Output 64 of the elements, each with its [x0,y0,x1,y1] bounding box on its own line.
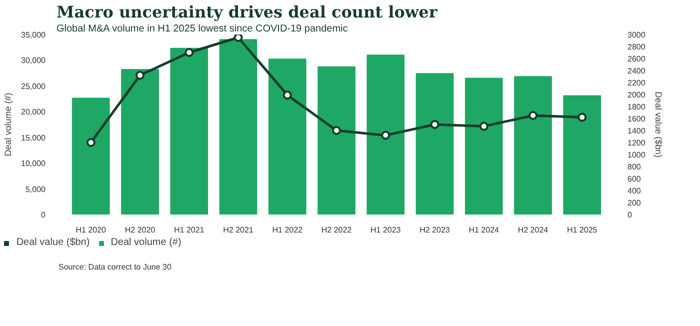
y-tick-label: 20,000 [21,108,46,117]
bar [268,58,306,214]
point [184,48,194,57]
x-tick-label: H1 2022 [272,226,304,234]
x-tick-label: H1 2023 [370,226,402,234]
y-tick-label: 0 [41,210,46,220]
point [381,130,390,140]
chart-title: Macro uncertainty drives deal count lower [56,2,438,22]
x-tick-label: H1 2020 [76,226,107,234]
y2-tick-label: 2400 [628,66,646,76]
x-tick-label: H1 2021 [174,226,205,234]
point [234,34,243,42]
y2-tick-label: 3000 [628,30,646,40]
bar [121,68,159,214]
x-tick-label: H2 2024 [518,226,549,234]
bar [72,98,110,214]
y2-tick-label: 2600 [628,54,646,64]
x-tick-label: H2 2023 [420,226,450,234]
y-tick-label: 30,000 [21,56,46,66]
x-tick-label: H2 2020 [124,226,156,234]
legend-label: Deal volume (#) [110,237,182,248]
y2-tick-label: 2000 [628,90,646,100]
y2-tick-label: 0 [628,210,632,220]
y2-tick-label: 800 [628,162,642,172]
point [136,70,145,80]
y-tick-label: 35,000 [21,30,46,40]
y2-tick-label: 1600 [628,114,646,124]
y2-tick-label: 200 [628,198,642,208]
y2-tick-label: 1200 [628,138,646,148]
x-tick-label: H1 2024 [468,226,500,234]
bar [170,48,208,214]
point [528,111,538,120]
y-tick-label: 15,000 [21,133,46,142]
y2-tick-label: 400 [628,186,642,196]
bar [318,66,356,214]
point [282,90,292,100]
point [430,120,440,129]
y2-tick-label: 1800 [628,102,646,112]
y-axis-title: Deal volume (#) [3,92,14,156]
y2-tick-label: 600 [628,174,642,184]
legend-label: Deal value ($bn) [16,237,90,248]
y-tick-label: 10,000 [21,159,46,168]
x-tick-label: H2 2022 [321,226,352,234]
y2-tick-label: 1000 [628,150,646,160]
bar [219,39,258,214]
point [578,112,587,122]
x-tick-label: H1 2025 [566,226,598,234]
y2-tick-label: 2800 [628,42,646,52]
chart-subtitle: Global M&A volume in H1 2025 lowest since COVID-19 pandemic [56,24,348,34]
y-tick-label: 25,000 [21,82,46,91]
point [332,126,341,135]
bar [514,76,552,214]
bar [416,73,454,214]
y2-tick-label: 1400 [628,126,646,136]
point [86,138,96,147]
bar [366,54,405,214]
y-tick-label: 5,000 [25,184,46,194]
bar [464,78,503,214]
point [479,122,488,131]
bar [563,95,602,214]
y2-tick-label: 2200 [628,78,646,88]
x-tick-label: H2 2021 [223,226,254,234]
y2-axis-title: Deal value ($bn) [653,91,664,158]
source-note: Source: Data correct to June 30 [58,262,172,272]
